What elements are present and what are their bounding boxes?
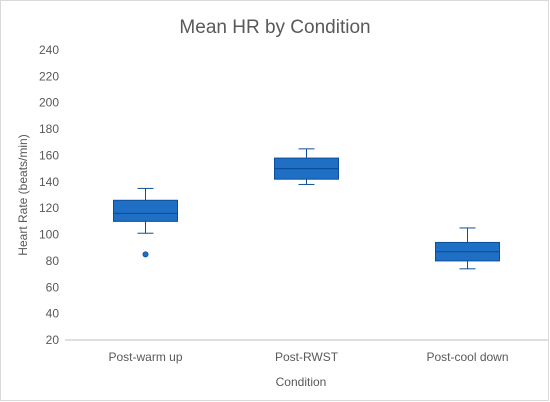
x-tick-label: Post-cool down xyxy=(426,350,508,364)
y-tick-label: 40 xyxy=(46,307,60,321)
box-group xyxy=(274,148,339,185)
y-tick-label: 220 xyxy=(39,69,59,83)
x-tick-label: Post-warm up xyxy=(108,350,182,364)
y-tick-label: 160 xyxy=(39,148,59,162)
x-axis-ticks: Post-warm up Post-RWST Post-cool down xyxy=(108,350,508,364)
x-axis-title: Condition xyxy=(276,375,327,389)
y-tick-label: 140 xyxy=(39,175,59,189)
y-tick-label: 100 xyxy=(39,228,59,242)
y-axis-title: Heart Rate (beats/min) xyxy=(16,134,30,255)
box-group xyxy=(113,187,178,258)
x-tick-label: Post-RWST xyxy=(275,350,339,364)
y-tick-label: 60 xyxy=(46,280,60,294)
y-tick-label: 180 xyxy=(39,122,59,136)
y-axis-ticks: 20 40 60 80 100 120 140 160 180 200 220 240 xyxy=(39,43,59,347)
y-tick-label: 120 xyxy=(39,201,59,215)
box-group xyxy=(435,227,500,270)
y-tick-label: 240 xyxy=(39,43,59,57)
y-tick-label: 80 xyxy=(46,254,60,268)
outlier-point xyxy=(142,251,149,258)
box-series xyxy=(113,148,500,270)
y-tick-label: 200 xyxy=(39,96,59,110)
chart-title: Mean HR by Condition xyxy=(179,17,370,38)
iqr-box xyxy=(113,199,178,222)
y-tick-label: 20 xyxy=(46,333,60,347)
